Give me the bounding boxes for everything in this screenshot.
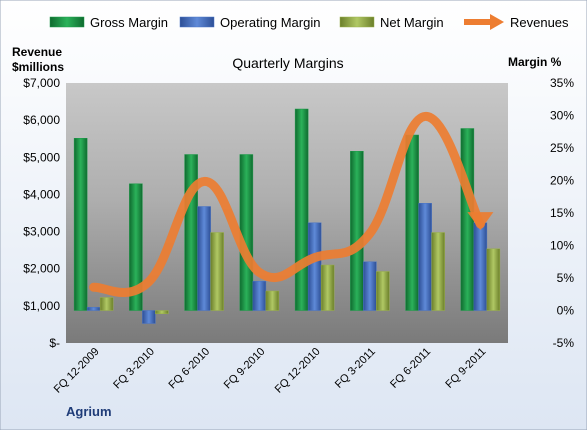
operating-margin-bar (418, 203, 432, 311)
left-tick-label: $1,000 (23, 299, 60, 313)
left-tick-label: $3,000 (23, 225, 60, 239)
gross-margin-bar (405, 134, 419, 311)
gross-margin-legend-label: Gross Margin (90, 15, 168, 30)
right-tick-label: 5% (557, 271, 575, 285)
net-margin-bar (99, 297, 114, 311)
revenues-legend-label: Revenues (510, 15, 569, 30)
operating-margin-bar (197, 206, 211, 311)
left-tick-label: $5,000 (23, 150, 60, 164)
gross-margin-legend-swatch (49, 16, 85, 28)
left-tick-label: $6,000 (23, 113, 60, 127)
revenue-line-layer (89, 111, 494, 297)
left-axis-label-line1: Revenue (12, 45, 62, 59)
gross-margin-bar (460, 128, 475, 311)
left-tick-label: $2,000 (23, 262, 60, 276)
right-tick-label: 15% (550, 206, 574, 220)
left-tick-label: $7,000 (23, 76, 60, 90)
operating-margin-bar (86, 307, 101, 311)
operating-margin-bar (142, 310, 156, 324)
operating-margin-bar (473, 222, 488, 311)
operating-margin-bar (363, 261, 377, 311)
right-tick-label: 20% (550, 174, 574, 188)
arrow-icon (490, 14, 504, 30)
net-margin-bar (486, 248, 501, 311)
company-label: Agrium (66, 404, 112, 419)
right-axis-label: Margin % (508, 55, 562, 69)
gross-margin-bar (239, 154, 254, 311)
net-margin-bar (431, 232, 445, 311)
chart-title: Quarterly Margins (232, 55, 343, 71)
net-margin-legend-swatch (339, 16, 375, 28)
operating-margin-bar (252, 281, 267, 311)
left-axis-ticks: $- $1,000 $2,000 $3,000 $4,000 $5,000 $6,000 $7… (23, 76, 60, 350)
right-tick-label: 35% (550, 76, 574, 90)
left-tick-label: $4,000 (23, 187, 60, 201)
gross-margin-bar (350, 151, 364, 311)
net-margin-bar (376, 271, 390, 311)
left-axis-label-line2: $millions (12, 60, 64, 74)
net-margin-bar (265, 290, 280, 311)
right-tick-label: 30% (550, 109, 574, 123)
net-margin-bar (320, 264, 335, 311)
revenue-arrowhead (467, 212, 494, 231)
gross-margin-bar (294, 108, 309, 311)
net-margin-bar (210, 232, 224, 311)
right-tick-label: 10% (550, 239, 574, 253)
legend: Gross Margin Operating Margin Net Margin Re… (49, 14, 569, 30)
right-tick-label: 0% (557, 304, 575, 318)
right-tick-label: 25% (550, 141, 574, 155)
right-tick-label: -5% (553, 336, 575, 350)
gross-margin-bar (129, 183, 143, 311)
right-axis-ticks: -5% 0% 5% 10% 15% 20% 25% 30% 35% (550, 76, 574, 350)
gross-margin-bar (184, 154, 198, 311)
gross-margin-bar (73, 138, 88, 311)
operating-margin-legend-label: Operating Margin (220, 15, 320, 30)
net-margin-bar (155, 310, 169, 314)
net-margin-legend-label: Net Margin (380, 15, 444, 30)
revenue-line (89, 111, 485, 297)
operating-margin-legend-swatch (179, 16, 215, 28)
operating-margin-bar (307, 222, 322, 311)
left-tick-label: $- (49, 336, 60, 350)
